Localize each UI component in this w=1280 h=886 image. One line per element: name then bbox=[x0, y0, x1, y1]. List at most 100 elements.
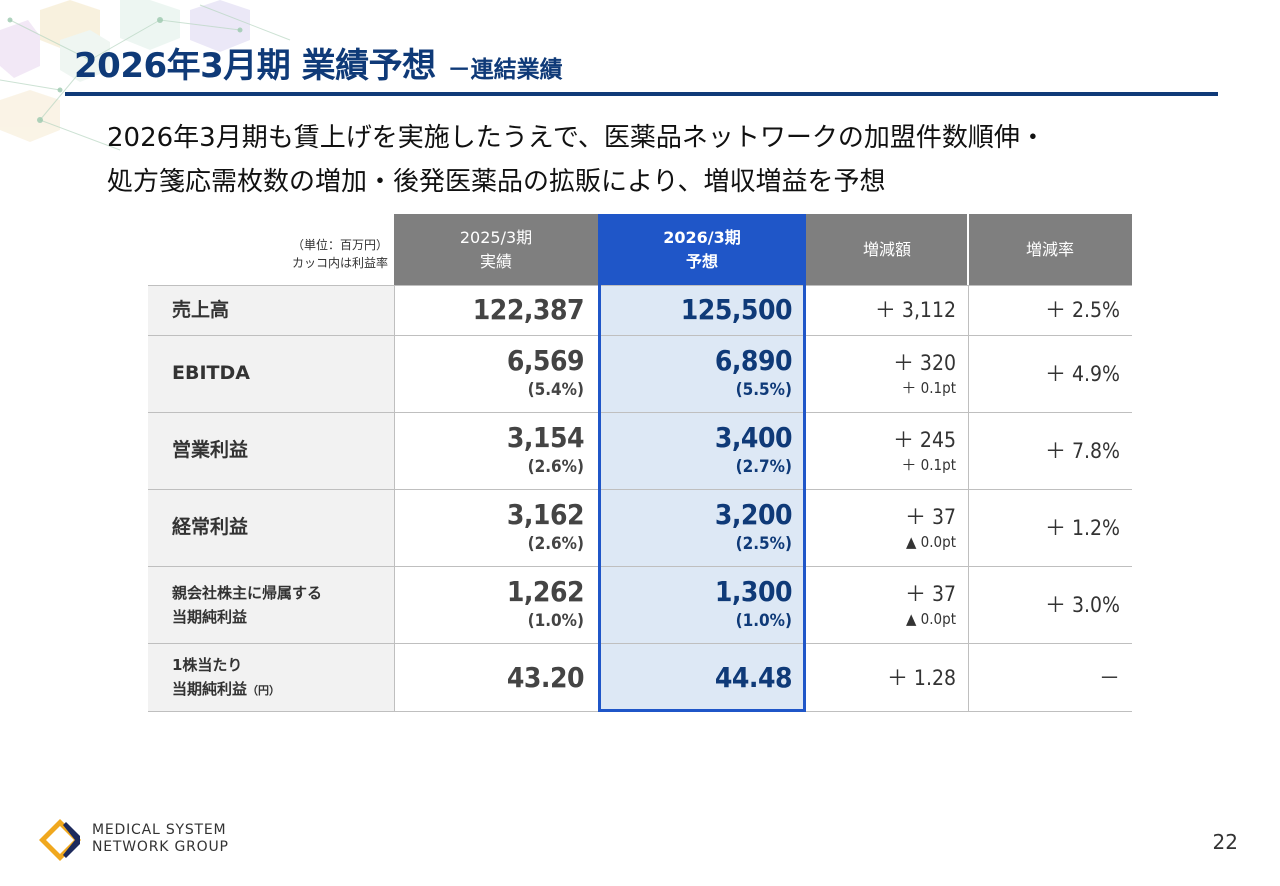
row-label-text: EBITDA bbox=[172, 362, 250, 384]
company-logo-text: MEDICAL SYSTEM NETWORK GROUP bbox=[92, 822, 229, 856]
header-rate-label: 増減率 bbox=[1025, 239, 1074, 259]
row-divider bbox=[148, 711, 1132, 712]
cell-curr-sales: 125,500 bbox=[598, 285, 806, 335]
cell-prev-eps: 43.20 bbox=[394, 643, 598, 712]
value-curr: 44.48 bbox=[714, 660, 793, 694]
row-divider bbox=[148, 489, 1132, 490]
header-diff-label: 増減額 bbox=[862, 239, 911, 259]
value-prev: 1,262 bbox=[506, 574, 585, 608]
value-curr: 125,500 bbox=[680, 293, 793, 326]
row-label-text: 売上高 bbox=[172, 298, 230, 321]
cell-diff-sales: ＋ 3,112 bbox=[806, 285, 968, 335]
headline-line-1: 2026年3月期も賃上げを実施したうえで、医薬品ネットワークの加盟件数順伸・ bbox=[107, 123, 1046, 153]
value-curr: 1,300 bbox=[714, 574, 793, 608]
value-diff: ＋ 320 bbox=[892, 350, 956, 375]
row-label-ordinary-profit: 経常利益 bbox=[148, 489, 394, 566]
row-divider bbox=[148, 412, 1132, 413]
row-divider bbox=[148, 566, 1132, 567]
headline: 2026年3月期も賃上げを実施したうえで、医薬品ネットワークの加盟件数順伸・ 処… bbox=[107, 116, 1046, 204]
header-curr: 2026/3期 予想 bbox=[598, 214, 806, 285]
value-curr: 6,890 bbox=[714, 343, 793, 377]
margin-prev: (2.6%) bbox=[527, 456, 584, 477]
cell-diff-ebitda: ＋ 320 ＋ 0.1pt bbox=[806, 335, 968, 412]
decorative-network-background bbox=[0, 0, 291, 151]
cell-diff-net-income: ＋ 37 ▲ 0.0pt bbox=[806, 566, 968, 643]
value-prev: 6,569 bbox=[506, 343, 585, 377]
diamond-logo-icon bbox=[39, 819, 81, 861]
unit-note: （単位：百万円） カッコ内は利益率 bbox=[148, 214, 394, 285]
title-rule bbox=[65, 92, 1218, 96]
row-label-text: 経常利益 bbox=[172, 516, 249, 538]
logo-line-2: NETWORK GROUP bbox=[92, 839, 229, 855]
cell-rate-sales: ＋ 2.5% bbox=[968, 285, 1132, 335]
margin-curr: (2.5%) bbox=[735, 533, 792, 554]
row-label-unit: （円） bbox=[247, 683, 281, 697]
unit-note-line-1: （単位：百万円） bbox=[291, 238, 388, 252]
value-rate: ＋ 3.0% bbox=[1045, 592, 1120, 617]
row-label-net-income: 親会社株主に帰属する 当期純利益 bbox=[148, 566, 394, 643]
row-label-text: 親会社株主に帰属する bbox=[172, 583, 323, 602]
headline-line-2: 処方箋応需枚数の増加・後発医薬品の拡販により、増収増益を予想 bbox=[107, 167, 886, 197]
header-separator bbox=[967, 214, 969, 285]
unit-note-line-2: カッコ内は利益率 bbox=[291, 256, 388, 270]
row-divider bbox=[148, 643, 1132, 644]
row-divider bbox=[148, 285, 1132, 286]
margin-curr: (5.5%) bbox=[735, 379, 792, 400]
value-diff-pt: ＋ 0.1pt bbox=[901, 378, 956, 397]
value-rate: ＋ 1.2% bbox=[1045, 515, 1120, 540]
page-title: 2026年3月期 業績予想 －連結業績 bbox=[74, 38, 563, 87]
value-diff: ＋ 1.28 bbox=[886, 665, 956, 690]
value-prev: 122,387 bbox=[472, 293, 585, 326]
header-curr-kind: 予想 bbox=[685, 251, 718, 271]
value-diff: ＋ 37 bbox=[904, 504, 956, 529]
margin-curr: (1.0%) bbox=[735, 610, 792, 631]
value-rate: ＋ 4.9% bbox=[1045, 361, 1120, 386]
cell-curr-ordinary-profit: 3,200 (2.5%) bbox=[598, 489, 806, 566]
value-diff: ＋ 37 bbox=[904, 581, 956, 606]
cell-prev-ebitda: 6,569 (5.4%) bbox=[394, 335, 598, 412]
cell-prev-net-income: 1,262 (1.0%) bbox=[394, 566, 598, 643]
column-divider bbox=[968, 285, 969, 712]
row-divider bbox=[148, 335, 1132, 336]
value-diff: ＋ 245 bbox=[892, 427, 956, 452]
cell-prev-ordinary-profit: 3,162 (2.6%) bbox=[394, 489, 598, 566]
value-diff-pt: ＋ 0.1pt bbox=[901, 455, 956, 474]
header-prev-kind: 実績 bbox=[479, 251, 512, 271]
cell-prev-operating-profit: 3,154 (2.6%) bbox=[394, 412, 598, 489]
header-prev-period: 2025/3期 bbox=[459, 227, 533, 247]
cell-diff-eps: ＋ 1.28 bbox=[806, 643, 968, 712]
margin-prev: (1.0%) bbox=[527, 610, 584, 631]
title-sub: －連結業績 bbox=[447, 57, 563, 83]
header-rate: 増減率 bbox=[968, 214, 1132, 285]
cell-rate-ebitda: ＋ 4.9% bbox=[968, 335, 1132, 412]
row-label-text-2-main: 当期純利益 bbox=[172, 679, 248, 698]
value-diff-pt: ▲ 0.0pt bbox=[906, 532, 956, 551]
cell-rate-ordinary-profit: ＋ 1.2% bbox=[968, 489, 1132, 566]
title-main: 2026年3月期 業績予想 bbox=[74, 46, 436, 86]
header-prev: 2025/3期 実績 bbox=[394, 214, 598, 285]
value-rate: ＋ 2.5% bbox=[1045, 298, 1120, 322]
margin-prev: (2.6%) bbox=[527, 533, 584, 554]
margin-prev: (5.4%) bbox=[527, 379, 584, 400]
row-label-text-2: 当期純利益 bbox=[172, 607, 248, 626]
cell-curr-operating-profit: 3,400 (2.7%) bbox=[598, 412, 806, 489]
row-label-operating-profit: 営業利益 bbox=[148, 412, 394, 489]
value-diff-pt: ▲ 0.0pt bbox=[906, 609, 956, 628]
row-label-eps: 1株当たり 当期純利益（円） bbox=[148, 643, 394, 712]
row-label-text: 営業利益 bbox=[172, 439, 249, 461]
forecast-table: （単位：百万円） カッコ内は利益率 2025/3期 実績 2026/3期 予想 … bbox=[148, 214, 1132, 714]
header-diff: 増減額 bbox=[806, 214, 968, 285]
cell-diff-operating-profit: ＋ 245 ＋ 0.1pt bbox=[806, 412, 968, 489]
row-label-ebitda: EBITDA bbox=[148, 335, 394, 412]
column-divider bbox=[394, 285, 395, 712]
value-rate: ＋ 7.8% bbox=[1045, 438, 1120, 463]
value-curr: 3,400 bbox=[714, 420, 793, 454]
cell-curr-ebitda: 6,890 (5.5%) bbox=[598, 335, 806, 412]
cell-curr-eps: 44.48 bbox=[598, 643, 806, 712]
value-rate: － bbox=[1099, 665, 1120, 690]
cell-diff-ordinary-profit: ＋ 37 ▲ 0.0pt bbox=[806, 489, 968, 566]
header-curr-period: 2026/3期 bbox=[663, 227, 741, 247]
value-prev: 3,162 bbox=[506, 497, 585, 531]
cell-curr-net-income: 1,300 (1.0%) bbox=[598, 566, 806, 643]
value-prev: 3,154 bbox=[506, 420, 585, 454]
